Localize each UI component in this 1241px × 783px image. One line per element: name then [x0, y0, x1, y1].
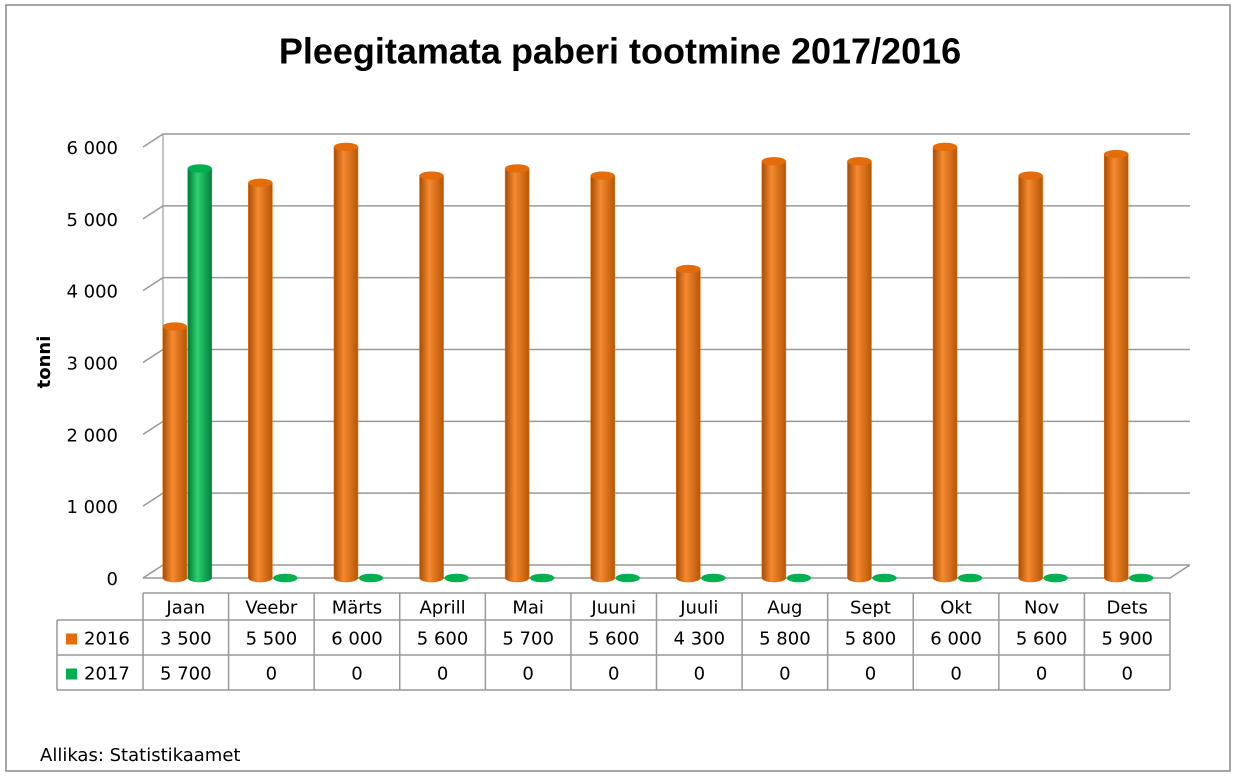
table-value: 3 500: [160, 629, 212, 650]
bar: [1103, 149, 1129, 583]
x-tick-label: Okt: [940, 598, 972, 619]
bar-top: [273, 574, 298, 582]
table-value: 5 600: [417, 629, 469, 650]
bar: [761, 157, 787, 583]
bar: [162, 322, 188, 583]
bar-top: [162, 322, 187, 331]
bar-top: [1104, 150, 1129, 159]
grid-line: [142, 133, 1190, 148]
table-value: 0: [950, 664, 961, 685]
table-value: 6 000: [331, 629, 383, 650]
y-tick-label: 1 000: [66, 497, 118, 518]
x-tick-label: Mai: [512, 598, 544, 619]
bar: [248, 178, 273, 583]
bar-top: [786, 574, 811, 582]
bar-top: [847, 157, 872, 166]
table-value: 0: [522, 664, 533, 685]
bar: [932, 142, 958, 583]
table-value: 5 700: [160, 664, 212, 685]
bar-top: [187, 164, 212, 173]
x-tick-label: Aprill: [419, 598, 465, 619]
bar-top: [358, 574, 383, 582]
bar-top: [872, 574, 897, 582]
x-tick-label: Dets: [1107, 598, 1148, 619]
table-value: 0: [865, 664, 876, 685]
table-value: 0: [1121, 664, 1132, 685]
table-value: 4 300: [674, 629, 726, 650]
bar-top: [1043, 574, 1068, 582]
bar: [847, 157, 872, 583]
table-value: 0: [266, 664, 277, 685]
table-value: 0: [437, 664, 448, 685]
y-tick-label: 4 000: [66, 282, 118, 303]
x-tick-label: Veebr: [245, 598, 297, 619]
source-note: Allikas: Statistikaamet: [40, 745, 240, 766]
bar: [419, 171, 444, 583]
x-tick-label: Nov: [1024, 598, 1059, 619]
x-tick-label: Jaan: [165, 598, 205, 619]
bar-top: [419, 171, 444, 180]
y-axis-label: tonni: [34, 336, 55, 389]
bar-top: [676, 265, 701, 274]
bar-top: [248, 178, 273, 187]
bar: [590, 171, 615, 583]
table-value: 5 500: [246, 629, 298, 650]
table-value: 0: [694, 664, 705, 685]
table-value: 5 600: [588, 629, 640, 650]
table-value: 5 800: [845, 629, 897, 650]
bar-top: [701, 574, 726, 582]
bar: [1018, 171, 1043, 583]
bar-top: [958, 574, 983, 582]
chart-title: Pleegitamata paberi tootmine 2017/2016: [279, 31, 961, 72]
bar-top: [505, 164, 530, 173]
bar: [504, 164, 530, 583]
y-tick-label: 2 000: [66, 425, 118, 446]
bar-top: [1018, 171, 1043, 180]
bar-top: [1129, 574, 1154, 582]
table-value: 5 600: [1016, 629, 1068, 650]
table-value: 0: [1036, 664, 1047, 685]
bar-top: [590, 171, 615, 180]
legend-label: 2017: [84, 664, 130, 685]
floor-edge: [143, 564, 1191, 579]
table-value: 0: [608, 664, 619, 685]
table-value: 5 900: [1101, 629, 1153, 650]
bar-top: [615, 574, 640, 582]
table-value: 6 000: [930, 629, 982, 650]
y-tick-label: 3 000: [66, 354, 118, 375]
bar-top: [530, 574, 555, 582]
legend-swatch: [66, 668, 77, 680]
bar: [333, 142, 359, 583]
bar-top: [933, 143, 958, 151]
y-tick-label: 5 000: [66, 210, 118, 231]
table-value: 5 800: [759, 629, 811, 650]
x-tick-label: Juuli: [679, 598, 718, 619]
table-value: 0: [351, 664, 362, 685]
bar-top: [444, 574, 469, 582]
x-tick-label: Märts: [332, 598, 382, 619]
legend-label: 2016: [84, 629, 130, 650]
x-tick-label: Aug: [767, 598, 802, 619]
bar-top: [761, 157, 786, 166]
bar-top: [333, 143, 358, 151]
bar: [187, 164, 213, 583]
x-tick-label: Juuni: [590, 598, 636, 619]
legend-swatch: [66, 633, 77, 645]
y-tick-label: 0: [107, 569, 118, 590]
bar: [676, 264, 701, 583]
table-value: 0: [779, 664, 790, 685]
y-tick-label: 6 000: [66, 138, 118, 159]
x-tick-label: Sept: [850, 598, 891, 619]
table-value: 5 700: [502, 629, 554, 650]
